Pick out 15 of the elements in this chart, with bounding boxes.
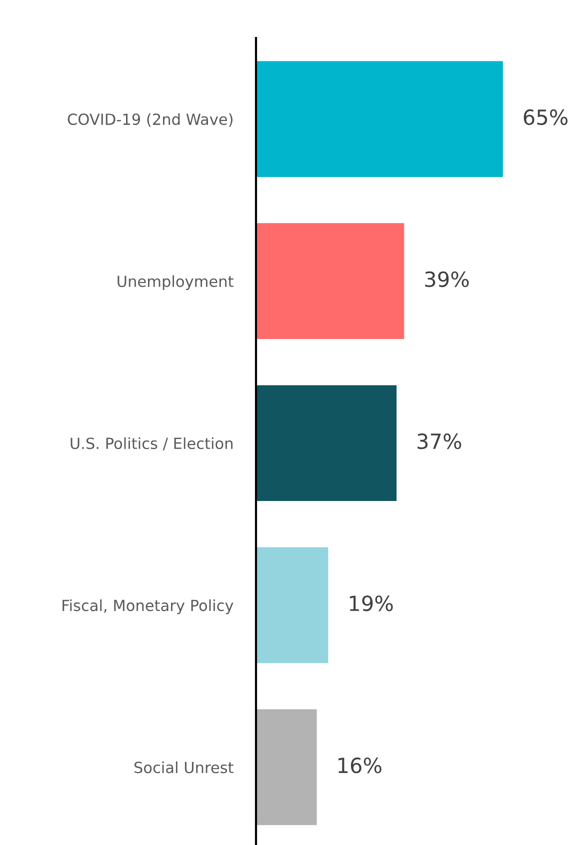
bar: [256, 547, 328, 664]
data-label: 16%: [338, 758, 382, 774]
y-tick-label: COVID-19 (2nd Wave): [68, 113, 232, 127]
data-label: 19%: [350, 595, 393, 612]
data-label: 39%: [425, 271, 469, 288]
bar: [256, 223, 404, 340]
y-tick-label: Fiscal, Monetary Policy: [62, 599, 234, 614]
data-label: 65%: [524, 109, 568, 126]
bar: [256, 385, 397, 502]
bar: [256, 709, 317, 826]
y-tick-label: U.S. Politics / Election: [70, 437, 232, 450]
y-tick-label: Social Unrest: [134, 761, 234, 774]
bar: [256, 61, 503, 177]
y-tick-label: Unemployment: [118, 275, 234, 290]
data-label: 37%: [418, 433, 462, 450]
